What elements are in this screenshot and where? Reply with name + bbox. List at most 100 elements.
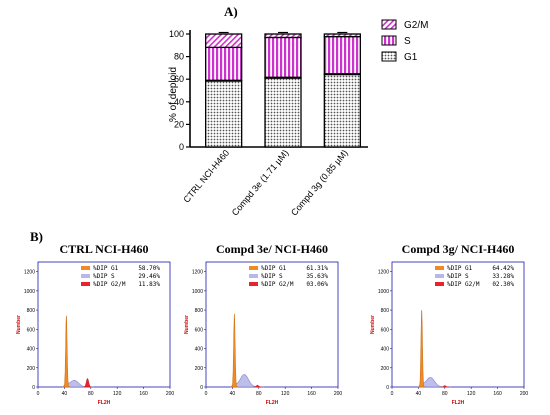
x-axis-label: FL2H	[98, 400, 111, 406]
bar-segment-g2m	[264, 33, 302, 39]
stat-label: %DIP S	[93, 273, 115, 280]
y-tick-label: 100	[169, 29, 184, 39]
x-tick-label: 200	[166, 391, 175, 397]
stat-label: %DIP G2/M	[447, 281, 480, 288]
y-tick-label: 800	[27, 308, 36, 314]
stat-label: %DIP G1	[261, 265, 287, 272]
y-tick-label: 60	[174, 74, 184, 84]
x-category-label: Compd 3g (0.85 µM)	[289, 148, 350, 218]
x-tick-label: 80	[442, 391, 448, 397]
y-tick-label: 200	[381, 366, 390, 372]
histogram-title: Compd 3g/ NCI-H460	[402, 242, 515, 256]
y-axis-label: Number	[370, 315, 376, 334]
y-tick-label: 600	[381, 327, 390, 333]
stat-value: 29.46%	[138, 273, 160, 280]
x-tick-label: 80	[256, 391, 262, 397]
x-tick-label: 120	[467, 391, 476, 397]
x-tick-label: 120	[281, 391, 290, 397]
histogram-title: Compd 3e/ NCI-H460	[216, 242, 328, 256]
stat-value: 64.42%	[492, 265, 514, 272]
y-tick-label: 40	[174, 97, 184, 107]
stat-swatch	[81, 274, 90, 278]
histogram-g1-peak	[62, 315, 71, 388]
y-tick-label: 800	[381, 308, 390, 314]
bar-segment-s	[205, 46, 243, 82]
panel-a-label: A)	[224, 4, 238, 19]
y-tick-label: 1000	[192, 289, 203, 295]
x-category-label: CTRL NCI-H460	[181, 148, 231, 205]
stat-swatch	[435, 282, 444, 286]
x-category-label: Compd 3e (1.71 µM)	[230, 148, 291, 218]
x-tick-label: 200	[520, 391, 529, 397]
y-axis-label: % of deploid	[168, 67, 179, 122]
stat-label: %DIP G1	[447, 265, 473, 272]
x-axis-label: FL2H	[266, 400, 279, 406]
histogram-g2m-peak	[440, 385, 449, 388]
y-axis-label: Number	[184, 315, 190, 334]
y-tick-label: 1200	[378, 270, 389, 276]
x-axis-label: FL2H	[452, 400, 465, 406]
x-tick-label: 120	[113, 391, 122, 397]
stat-swatch	[249, 274, 258, 278]
y-tick-label: 600	[195, 327, 204, 333]
legend-label-g1: G1	[404, 52, 418, 63]
bar-segment-g1	[323, 73, 361, 148]
x-tick-label: 160	[493, 391, 502, 397]
panel-b-label: B)	[30, 229, 43, 244]
x-tick-label: 40	[62, 391, 68, 397]
bar-segment-g1	[264, 77, 302, 148]
histogram-g2m-peak	[83, 377, 92, 388]
y-tick-label: 400	[195, 347, 204, 353]
histogram-compd-3e: Compd 3e/ NCI-H460 Number FL2H 0 200 400 600 80…	[184, 242, 342, 406]
histogram-frame	[205, 261, 339, 388]
stat-value: 03.06%	[306, 281, 328, 288]
bar-segment-g2m	[323, 33, 361, 38]
y-tick-label: 0	[200, 385, 203, 391]
x-tick-label: 0	[205, 391, 208, 397]
y-tick-label: 600	[27, 327, 36, 333]
y-tick-label: 80	[174, 52, 184, 62]
x-tick-label: 0	[391, 391, 394, 397]
stat-value: 61.31%	[306, 265, 328, 272]
histogram-g1-peak	[230, 313, 239, 388]
stat-label: %DIP G2/M	[93, 281, 126, 288]
x-tick-label: 200	[334, 391, 343, 397]
histogram-frame	[391, 261, 525, 388]
stat-label: %DIP S	[261, 273, 283, 280]
stat-swatch	[435, 266, 444, 270]
y-tick-label: 200	[27, 366, 36, 372]
y-tick-label: 1200	[24, 270, 35, 276]
stat-swatch	[249, 282, 258, 286]
stat-swatch	[249, 266, 258, 270]
stat-swatch	[81, 266, 90, 270]
x-tick-label: 160	[139, 391, 148, 397]
bar-segment-g1	[205, 80, 243, 148]
histogram-ctrl: CTRL NCI-H460NumberFL2H02004006008001000…	[16, 242, 174, 406]
stat-label: %DIP G2/M	[261, 281, 294, 288]
y-tick-label: 0	[32, 385, 35, 391]
stat-swatch	[435, 274, 444, 278]
stat-value: 11.83%	[138, 281, 160, 288]
y-tick-label: 200	[195, 366, 204, 372]
y-axis-label: Number	[16, 315, 22, 334]
bar-segment-s	[264, 36, 302, 79]
legend-swatch-s	[381, 35, 397, 46]
x-tick-label: 160	[307, 391, 316, 397]
y-tick-label: 0	[386, 385, 389, 391]
x-tick-label: 0	[37, 391, 40, 397]
legend-swatch-g2m	[381, 19, 397, 30]
y-tick-label: 1200	[192, 270, 203, 276]
bar-segment-s	[323, 35, 361, 75]
y-tick-label: 800	[195, 308, 204, 314]
y-tick-label: 1000	[378, 289, 389, 295]
x-tick-label: 80	[88, 391, 94, 397]
histogram-g1-peak	[417, 310, 426, 388]
stat-value: 58.70%	[138, 265, 160, 272]
legend-label-s: S	[404, 36, 411, 47]
legend-swatch-g1	[381, 51, 397, 62]
histogram-g2m-peak	[253, 384, 262, 388]
stat-swatch	[81, 282, 90, 286]
legend-label-g2m: G2/M	[404, 20, 428, 31]
bar-segment-g2m	[205, 33, 243, 49]
